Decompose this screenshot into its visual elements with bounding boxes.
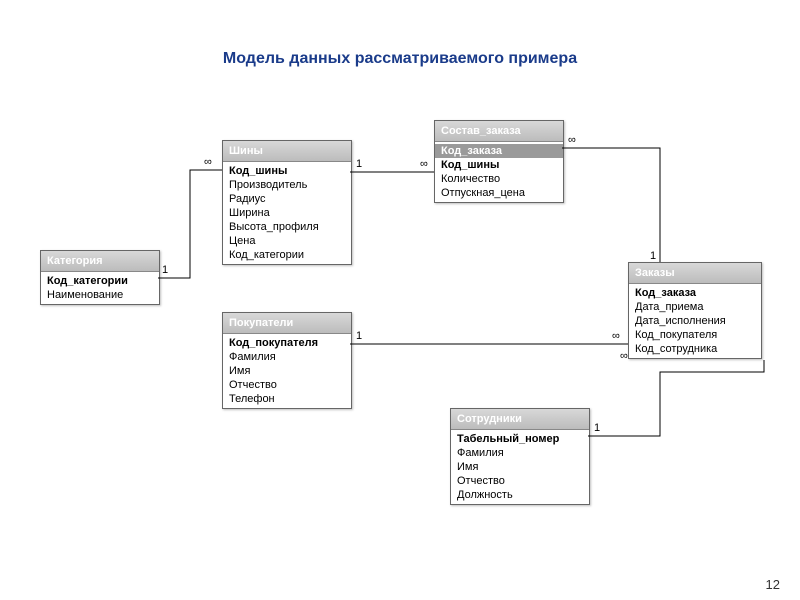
entity-header: Шины [223,141,351,162]
entity-tires: ШиныКод_шиныПроизводительРадиусШиринаВыс… [222,140,352,265]
page-number: 12 [766,577,780,592]
entity-field: Табельный_номер [451,432,589,446]
entity-orders: ЗаказыКод_заказаДата_приемаДата_исполнен… [628,262,762,359]
entity-header: Категория [41,251,159,272]
entity-field: Отпускная_цена [435,186,563,200]
entity-field: Количество [435,172,563,186]
entity-body: Код_заказаДата_приемаДата_исполненияКод_… [629,284,761,358]
entity-field: Фамилия [451,446,589,460]
entity-field: Дата_исполнения [629,314,761,328]
entity-employees: СотрудникиТабельный_номерФамилияИмяОтчес… [450,408,590,505]
entity-field: Радиус [223,192,351,206]
cardinality-label: 1 [594,422,600,434]
entity-body: Код_покупателяФамилияИмяОтчествоТелефон [223,334,351,408]
cardinality-label: ∞ [420,158,428,170]
entity-field: Код_категории [223,248,351,262]
entity-field: Код_категории [41,274,159,288]
entity-field: Код_сотрудника [629,342,761,356]
entity-field: Ширина [223,206,351,220]
entity-field: Отчество [451,474,589,488]
entity-field: Код_заказа [435,144,563,158]
cardinality-label: ∞ [612,330,620,342]
entity-body: Код_заказаКод_шиныКоличествоОтпускная_це… [435,142,563,202]
cardinality-label: 1 [356,158,362,170]
cardinality-label: ∞ [204,156,212,168]
entity-field: Производитель [223,178,351,192]
connector-category-tires [158,170,222,278]
entity-body: Код_категорииНаименование [41,272,159,304]
cardinality-label: 1 [356,330,362,342]
entity-field: Должность [451,488,589,502]
cardinality-label: 1 [650,250,656,262]
cardinality-label: 1 [162,264,168,276]
entity-field: Отчество [223,378,351,392]
entity-field: Код_заказа [629,286,761,300]
entity-field: Высота_профиля [223,220,351,234]
entity-field: Имя [223,364,351,378]
entity-field: Код_покупателя [223,336,351,350]
entity-header: Покупатели [223,313,351,334]
entity-field: Дата_приема [629,300,761,314]
entity-category: КатегорияКод_категорииНаименование [40,250,160,305]
entity-field: Код_шины [435,158,563,172]
entity-field: Телефон [223,392,351,406]
entity-field: Наименование [41,288,159,302]
entity-order_items: Состав_заказаКод_заказаКод_шиныКоличеств… [434,120,564,203]
entity-body: Код_шиныПроизводительРадиусШиринаВысота_… [223,162,351,264]
entity-body: Табельный_номерФамилияИмяОтчествоДолжнос… [451,430,589,504]
page-title: Модель данных рассматриваемого примера [0,50,800,68]
entity-field: Код_шины [223,164,351,178]
entity-customers: ПокупателиКод_покупателяФамилияИмяОтчест… [222,312,352,409]
entity-field: Фамилия [223,350,351,364]
entity-field: Имя [451,460,589,474]
entity-field: Код_покупателя [629,328,761,342]
entity-field: Цена [223,234,351,248]
entity-header: Состав_заказа [435,121,563,142]
entity-header: Сотрудники [451,409,589,430]
connector-employees-orders [588,360,764,436]
entity-header: Заказы [629,263,761,284]
connector-orderitems-orders [562,148,660,262]
cardinality-label: ∞ [620,350,628,362]
cardinality-label: ∞ [568,134,576,146]
